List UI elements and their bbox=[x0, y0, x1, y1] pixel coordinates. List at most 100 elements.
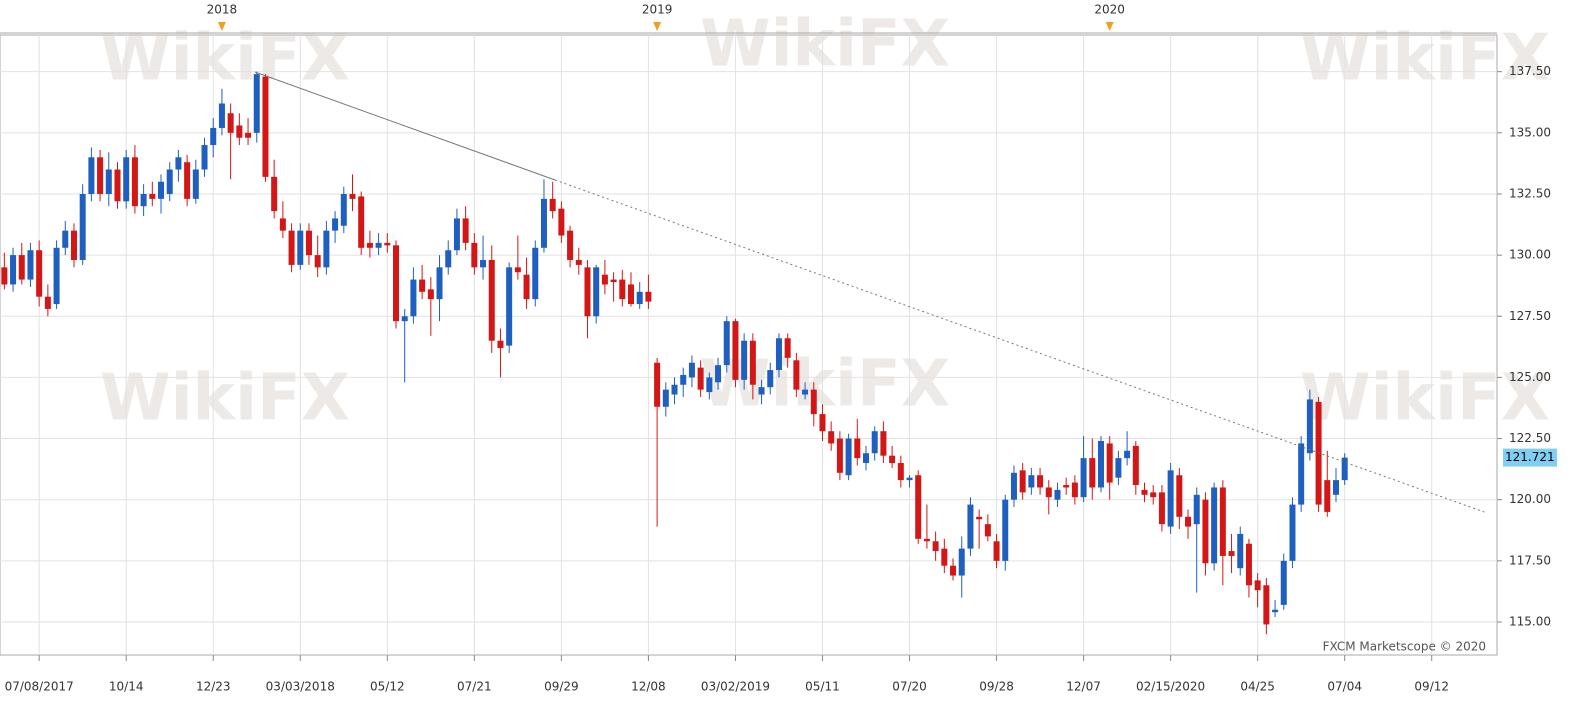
candle-body bbox=[540, 198, 547, 248]
candle-body bbox=[897, 463, 904, 481]
candle-body bbox=[114, 169, 121, 202]
x-tick-label: 10/14 bbox=[109, 680, 144, 694]
candle-body bbox=[749, 340, 756, 385]
candle-body bbox=[654, 362, 661, 407]
candle-body bbox=[523, 274, 530, 300]
x-tick-label: 03/02/2019 bbox=[701, 680, 770, 694]
candle-body bbox=[358, 196, 365, 248]
candle-body bbox=[1193, 494, 1200, 525]
candle-body bbox=[79, 193, 86, 261]
candle-body bbox=[123, 157, 130, 202]
candle-body bbox=[854, 438, 861, 459]
candle-body bbox=[262, 76, 269, 177]
candle-body bbox=[889, 455, 896, 464]
candle-body bbox=[915, 475, 922, 539]
candle-body bbox=[410, 279, 417, 317]
candle-body bbox=[993, 541, 1000, 561]
candle-body bbox=[1089, 458, 1096, 488]
candle-body bbox=[314, 255, 321, 268]
candle-body bbox=[1054, 489, 1061, 500]
y-tick-label: 120.00 bbox=[1509, 492, 1551, 506]
watermark: WikiFX bbox=[1300, 22, 1550, 96]
candle-body bbox=[1150, 492, 1157, 498]
candle-body bbox=[1132, 445, 1139, 486]
last-price-box bbox=[1503, 448, 1557, 467]
y-tick-label: 125.00 bbox=[1509, 370, 1551, 384]
x-tick-label: 05/12 bbox=[370, 680, 405, 694]
candle-body bbox=[819, 414, 826, 432]
candle-body bbox=[532, 247, 539, 300]
candle-body bbox=[192, 169, 199, 199]
year-label: 2018 bbox=[207, 3, 238, 17]
candle-body bbox=[1141, 489, 1148, 495]
candle-body bbox=[288, 230, 295, 265]
x-tick-label: 12/23 bbox=[196, 680, 231, 694]
candle-body bbox=[279, 218, 286, 231]
candle-body bbox=[44, 296, 51, 309]
candle-body bbox=[1324, 480, 1331, 512]
candle-body bbox=[1289, 504, 1296, 561]
candle-body bbox=[1185, 516, 1192, 527]
candle-body bbox=[70, 230, 77, 261]
candle-body bbox=[549, 198, 556, 212]
candle-body bbox=[662, 389, 669, 407]
candle-body bbox=[1080, 458, 1087, 498]
watermark: WikiFX bbox=[100, 362, 350, 436]
candle-body bbox=[445, 250, 452, 268]
candle-body bbox=[166, 169, 173, 194]
candle-body bbox=[1097, 440, 1104, 488]
y-tick-label: 132.50 bbox=[1509, 186, 1551, 200]
candle-body bbox=[436, 267, 443, 300]
candle-body bbox=[366, 242, 373, 248]
candle-body bbox=[784, 338, 791, 358]
candle-body bbox=[201, 145, 208, 170]
candle-body bbox=[1272, 609, 1279, 613]
candle-body bbox=[375, 242, 382, 248]
year-marker bbox=[653, 22, 662, 31]
candle-body bbox=[1028, 475, 1035, 488]
candle-body bbox=[471, 242, 478, 268]
candle-body bbox=[271, 176, 278, 212]
candle-body bbox=[836, 438, 843, 473]
y-tick-label: 127.50 bbox=[1509, 309, 1551, 323]
candle-body bbox=[723, 321, 730, 366]
candle-body bbox=[140, 193, 147, 207]
candle-body bbox=[1237, 533, 1244, 569]
candle-body bbox=[1063, 485, 1070, 488]
candle-body bbox=[1298, 443, 1305, 505]
candle-body bbox=[775, 338, 782, 371]
watermark: WikiFX bbox=[1300, 362, 1550, 436]
x-tick-label: 07/04 bbox=[1327, 680, 1362, 694]
candle-body bbox=[575, 260, 582, 265]
candle-body bbox=[958, 548, 965, 576]
candle-body bbox=[305, 230, 312, 256]
candle-body bbox=[1202, 499, 1209, 564]
x-tick-label: 12/07 bbox=[1066, 680, 1101, 694]
x-tick-label: 04/25 bbox=[1240, 680, 1275, 694]
x-tick-label: 02/15/2020 bbox=[1136, 680, 1205, 694]
candle-body bbox=[401, 316, 408, 322]
candle-body bbox=[105, 169, 112, 194]
candle-body bbox=[715, 365, 722, 383]
candle-body bbox=[593, 267, 600, 317]
candle-body bbox=[610, 279, 617, 283]
candle-body bbox=[97, 157, 104, 194]
candle-body bbox=[1280, 560, 1287, 605]
candle-body bbox=[680, 374, 687, 385]
candle-body bbox=[462, 218, 469, 243]
watermarks: WikiFX WikiFX WikiFX WikiFX WikiFX WikiF… bbox=[100, 8, 1550, 436]
candle-body bbox=[1306, 399, 1313, 454]
candle-body bbox=[393, 245, 400, 322]
candle-body bbox=[1254, 580, 1261, 591]
year-marker bbox=[1105, 22, 1114, 31]
candle-body bbox=[53, 247, 60, 305]
candle-body bbox=[950, 565, 957, 576]
candle-body bbox=[645, 291, 652, 302]
candle-body bbox=[1245, 543, 1252, 586]
candle-body bbox=[567, 230, 574, 261]
candle-body bbox=[297, 230, 304, 265]
candle-body bbox=[1263, 585, 1270, 625]
candle-body bbox=[810, 389, 817, 415]
trend-line bbox=[254, 71, 556, 181]
candle-body bbox=[227, 113, 234, 133]
